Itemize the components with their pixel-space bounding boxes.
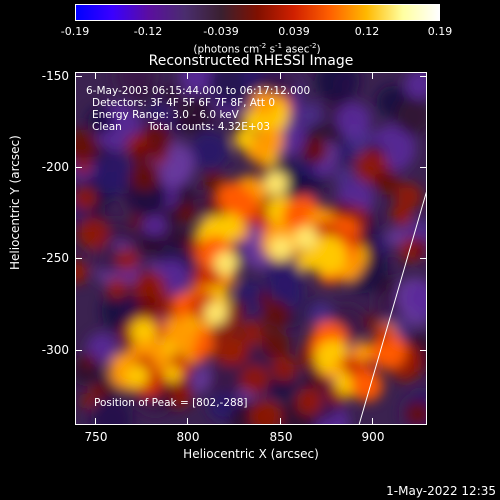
x-tick-label: 800 [176,430,200,444]
y-tick-label: -300 [41,343,69,357]
y-tick-label: -200 [41,160,69,174]
detectors-label: Detectors: 3F 4F 5F 6F 7F 8F, Att 0 [92,97,276,109]
colorbar-tick-label: 0.19 [427,25,453,38]
solar-limb-line [358,191,426,424]
plot-title: Reconstructed RHESSI Image [148,53,354,69]
footer-date: 1-May-2022 12:35 [386,484,496,498]
colorbar-tick-label: -0.039 [203,25,239,38]
colorbar-units: (photons cm-2 s-1 asec-2) [193,42,321,56]
x-tick-label: 850 [269,430,293,444]
colorbar-tick-label: -0.19 [60,25,90,38]
y-tick-label: -150 [41,69,69,83]
y-axis-label: Heliocentric Y (arcsec) [8,135,22,270]
x-tick-label: 750 [84,430,108,444]
colorbar [75,4,440,21]
colorbar-tick-label: 0.12 [354,25,380,38]
clean-label: Clean [92,121,122,133]
peak-position-label: Position of Peak = [802,-288] [94,397,248,409]
rhessi-image-canvas [76,73,426,424]
colorbar-tick-label: -0.12 [133,25,163,38]
x-tick-label: 900 [361,430,385,444]
colorbar-tick-label: 0.039 [278,25,310,38]
time-range-label: 6-May-2003 06:15:44.000 to 06:17:12.000 [86,85,311,97]
y-tick-label: -250 [41,251,69,265]
x-axis-label: Heliocentric X (arcsec) [183,447,319,461]
total-counts-label: Total counts: 4.32E+03 [148,121,271,133]
energy-range-label: Energy Range: 3.0 - 6.0 keV [92,109,239,121]
rhessi-image: 6-May-2003 06:15:44.000 to 06:17:12.000 … [75,72,427,425]
